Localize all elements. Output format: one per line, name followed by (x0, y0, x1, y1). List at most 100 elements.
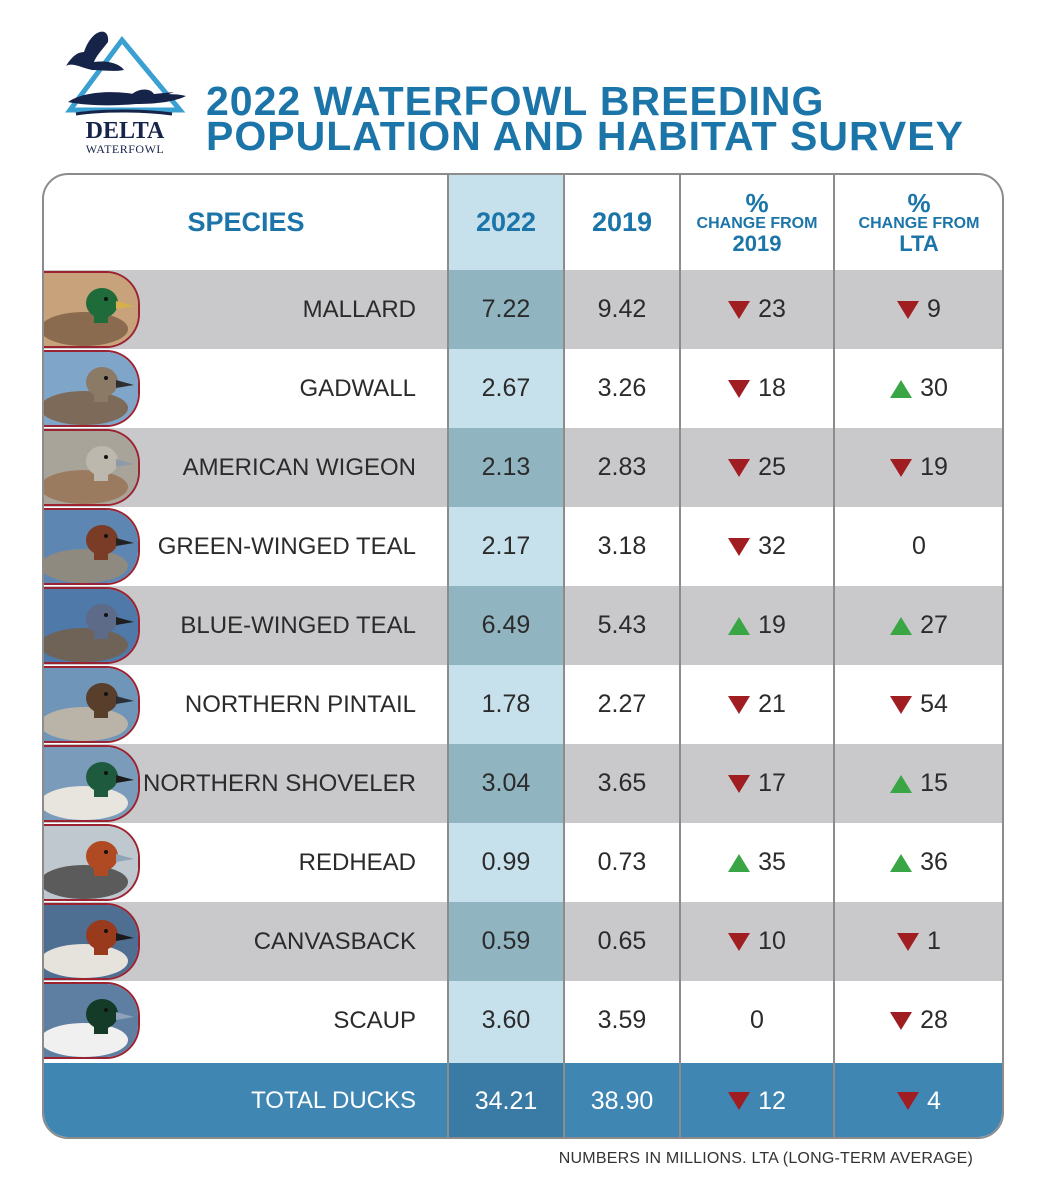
table-row: AMERICAN WIGEON 2.13 2.83 25 19 (44, 428, 1002, 507)
change-2019-value: 18 (758, 374, 786, 402)
change-lta-value: 9 (927, 295, 941, 323)
column-divider (563, 175, 565, 1137)
duck-photo (44, 745, 140, 822)
table-row: GREEN-WINGED TEAL 2.17 3.18 32 0 (44, 507, 1002, 586)
change-2019-value: 23 (758, 295, 786, 323)
up-arrow-icon (728, 853, 751, 872)
change-2019-value: 32 (758, 532, 786, 560)
value-2022: 7.22 (481, 295, 531, 323)
change-lta: 19 (834, 428, 1002, 507)
change-lta-value: 27 (920, 611, 948, 639)
species-name: REDHEAD (298, 849, 416, 876)
duck-icon (44, 747, 138, 820)
duck-icon (44, 510, 138, 583)
value-2019: 3.18 (597, 532, 647, 560)
change-lta: 36 (834, 823, 1002, 902)
cell-2022-shade (448, 744, 564, 823)
change-2019: 32 (680, 507, 834, 586)
header-change-2019: % CHANGE FROM 2019 (680, 175, 834, 270)
duck-photo (44, 508, 140, 585)
change-2019: 17 (680, 744, 834, 823)
duck-icon (44, 905, 138, 978)
change-2019-value: 19 (758, 611, 786, 639)
title-line-2: POPULATION AND HABITAT SURVEY (206, 113, 964, 159)
species-name: SCAUP (333, 1007, 416, 1034)
value-2019: 5.43 (597, 611, 647, 639)
up-arrow-icon (890, 774, 913, 793)
change-lta: 15 (834, 744, 1002, 823)
value-2022: 3.60 (481, 1006, 531, 1034)
species-name: GREEN-WINGED TEAL (157, 533, 416, 560)
value-2022: 0.59 (481, 927, 531, 955)
value-2019: 3.26 (597, 374, 647, 402)
change-lta-value: 0 (912, 532, 926, 560)
duck-icon (44, 668, 138, 741)
change-2019-value: 17 (758, 769, 786, 797)
change-2019-value: 0 (750, 1006, 764, 1034)
total-change-2019-value: 12 (758, 1087, 786, 1115)
change-2019: 0 (680, 981, 834, 1060)
table-row: BLUE-WINGED TEAL 6.49 5.43 19 27 (44, 586, 1002, 665)
header-change-2019-sub: CHANGE FROM (696, 214, 818, 232)
header-change-lta-ref: LTA (899, 230, 939, 256)
change-2019: 35 (680, 823, 834, 902)
value-2019: 0.65 (597, 927, 647, 955)
duck-icon (44, 984, 138, 1057)
page-title: 2022 WATERFOWL BREEDING POPULATION AND H… (206, 81, 964, 159)
up-arrow-icon (890, 379, 913, 398)
change-lta: 0 (834, 507, 1002, 586)
value-2019: 9.42 (597, 295, 647, 323)
duck-icon (44, 589, 138, 662)
species-name: AMERICAN WIGEON (182, 454, 416, 481)
down-arrow-icon (728, 695, 751, 714)
change-lta-value: 1 (927, 927, 941, 955)
column-divider (833, 175, 835, 1137)
total-change-lta-value: 4 (927, 1087, 941, 1115)
logo-word: DELTA (85, 118, 165, 144)
logo-subword: WATERFOWL (85, 142, 165, 156)
value-2019: 3.65 (597, 769, 647, 797)
value-2022: 2.13 (481, 453, 531, 481)
value-2022: 6.49 (481, 611, 531, 639)
logo-wordmark: DELTA WATERFOWL (70, 118, 180, 157)
duck-icon (44, 431, 138, 504)
duck-photo (44, 903, 140, 980)
change-2019-value: 35 (758, 848, 786, 876)
cell-2022-shade (448, 902, 564, 981)
down-arrow-icon (890, 458, 913, 477)
duck-photo (44, 824, 140, 901)
species-name: NORTHERN PINTAIL (184, 691, 416, 718)
total-change-2019: 12 (680, 1063, 834, 1137)
header-change-lta-pct: % (907, 187, 931, 218)
table-row: NORTHERN PINTAIL 1.78 2.27 21 54 (44, 665, 1002, 744)
value-2019: 0.73 (597, 848, 647, 876)
total-label: TOTAL DUCKS (251, 1087, 416, 1114)
table-row: SCAUP 3.60 3.59 0 28 (44, 981, 1002, 1060)
change-lta: 30 (834, 349, 1002, 428)
header-2019-label: 2019 (591, 207, 653, 237)
duck-photo (44, 350, 140, 427)
change-2019-value: 10 (758, 927, 786, 955)
species-name: NORTHERN SHOVELER (143, 770, 416, 797)
down-arrow-icon (728, 932, 751, 951)
change-lta-value: 19 (920, 453, 948, 481)
species-name: BLUE-WINGED TEAL (180, 612, 416, 639)
cell-2022-shade (448, 270, 564, 349)
down-arrow-icon (728, 1092, 751, 1110)
header-change-2019-ref: 2019 (732, 230, 782, 256)
down-arrow-icon (728, 379, 751, 398)
change-2019: 23 (680, 270, 834, 349)
header-2022: 2022 (448, 175, 564, 270)
header-species: SPECIES (44, 175, 448, 270)
total-2022: 34.21 (474, 1087, 538, 1115)
duck-photo (44, 271, 140, 348)
column-divider (679, 175, 681, 1137)
value-2022: 0.99 (481, 848, 531, 876)
column-divider (447, 175, 449, 1137)
change-lta-value: 28 (920, 1006, 948, 1034)
change-lta-value: 54 (920, 690, 948, 718)
value-2019: 3.59 (597, 1006, 647, 1034)
total-2022-shade (448, 1063, 564, 1137)
change-lta: 9 (834, 270, 1002, 349)
duck-triangle-logo-icon (65, 31, 186, 116)
